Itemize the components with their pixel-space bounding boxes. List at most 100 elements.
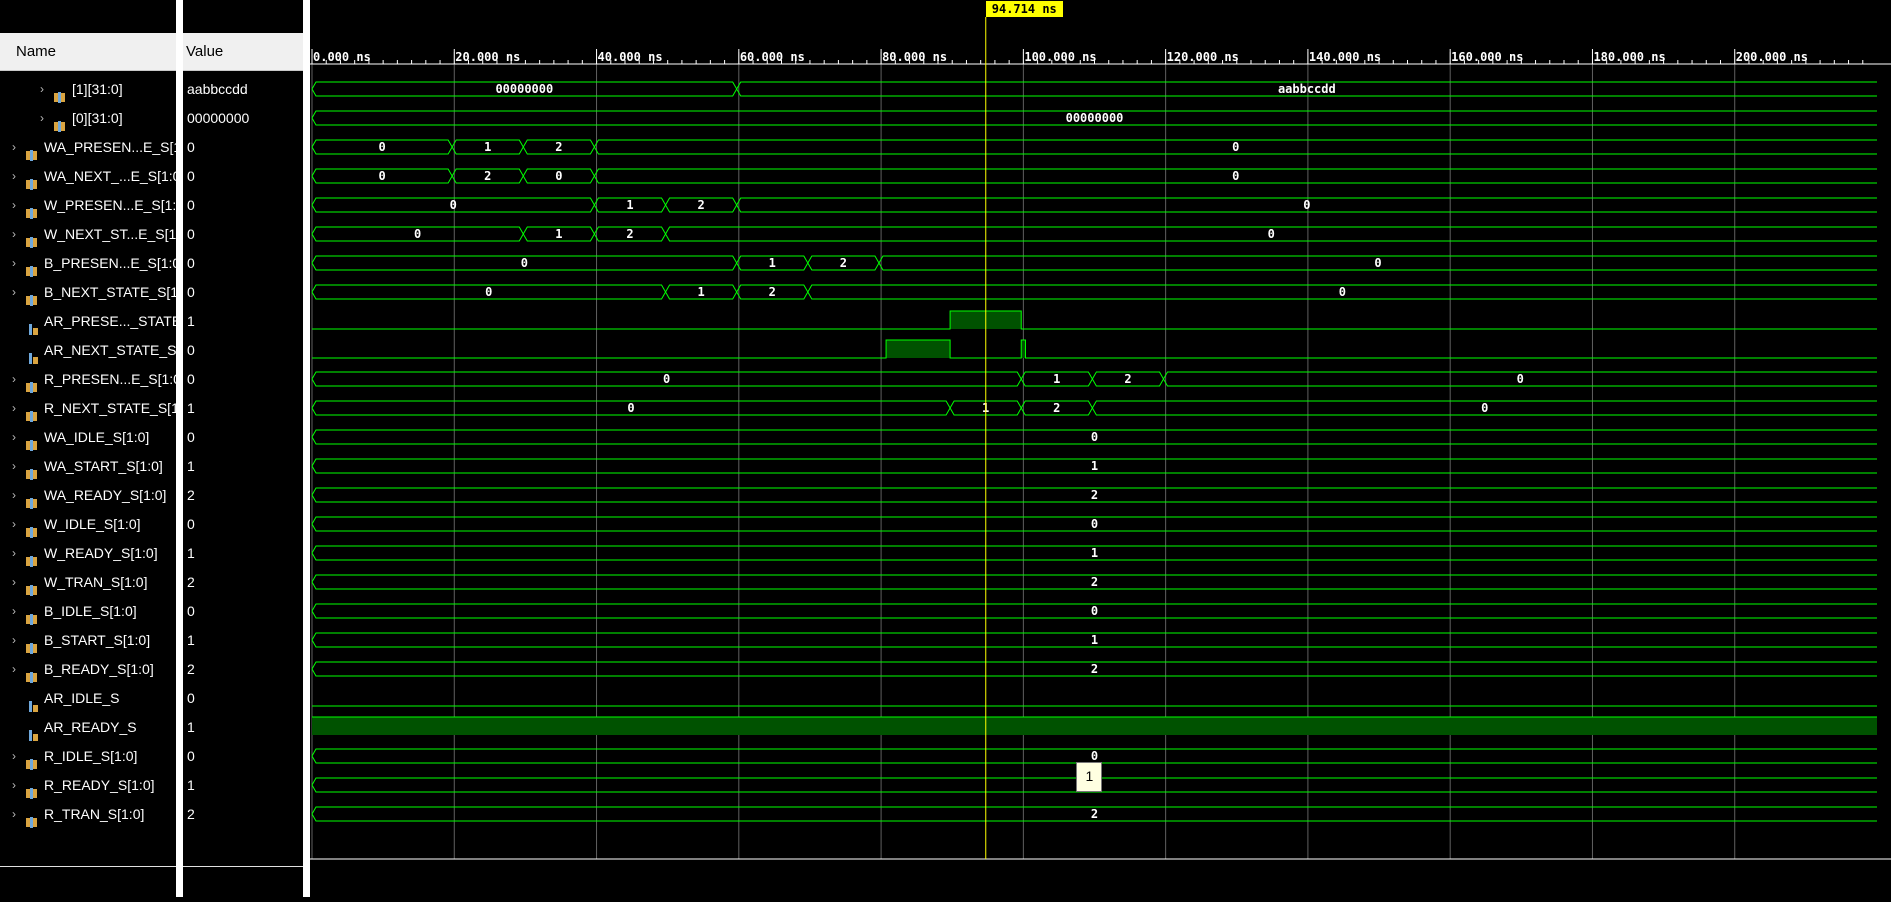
expand-chevron-icon[interactable]: › (12, 459, 16, 473)
expand-chevron-icon[interactable]: › (12, 401, 16, 415)
signal-row-6[interactable]: › B_PRESEN...E_S[1:0] (0, 249, 176, 278)
signal-row-23[interactable]: › R_IDLE_S[1:0] (0, 742, 176, 771)
expand-chevron-icon[interactable]: › (12, 546, 16, 560)
signal-value[interactable]: 0 (187, 226, 195, 242)
expand-chevron-icon[interactable]: › (12, 778, 16, 792)
waveform-area[interactable]: 0.000 ns 20.000 ns 40.000 ns 60.000 ns 80.00… (310, 0, 1891, 897)
tick-label: 60.000 ns (740, 50, 805, 64)
wave-splitter[interactable] (303, 0, 310, 897)
bus-segment (311, 139, 453, 155)
signal-row-0[interactable]: › [1][31:0] (0, 75, 176, 104)
bit-signal-icon (28, 345, 39, 364)
signal-row-5[interactable]: › W_NEXT_ST...E_S[1:0 (0, 220, 176, 249)
expand-chevron-icon[interactable]: › (12, 488, 16, 502)
signal-value[interactable]: 0 (187, 342, 195, 358)
bus-signal-icon (26, 780, 37, 799)
expand-chevron-icon[interactable]: › (12, 749, 16, 763)
signal-value[interactable]: 0 (187, 371, 195, 387)
signal-value[interactable]: 1 (187, 313, 195, 329)
expand-chevron-icon[interactable]: › (12, 633, 16, 647)
bus-value-label: 0 (1517, 372, 1524, 386)
bus-segment (807, 255, 880, 271)
expand-chevron-icon[interactable]: › (12, 169, 16, 183)
signal-row-21[interactable]: AR_IDLE_S (0, 684, 176, 713)
expand-chevron-icon[interactable]: › (12, 372, 16, 386)
signal-row-18[interactable]: › B_IDLE_S[1:0] (0, 597, 176, 626)
signal-row-3[interactable]: › WA_NEXT_...E_S[1:0] (0, 162, 176, 191)
expand-chevron-icon[interactable]: › (12, 227, 16, 241)
expand-chevron-icon[interactable]: › (12, 604, 16, 618)
bus-segment (311, 777, 1877, 793)
signal-value[interactable]: 00000000 (187, 110, 250, 126)
bus-segment (593, 226, 666, 242)
signal-row-2[interactable]: › WA_PRESEN...E_S[1: (0, 133, 176, 162)
signal-value[interactable]: 1 (187, 632, 195, 648)
signal-row-7[interactable]: › B_NEXT_STATE_S[1: (0, 278, 176, 307)
signal-value[interactable]: 0 (187, 255, 195, 271)
signal-row-19[interactable]: › B_START_S[1:0] (0, 626, 176, 655)
tick-label: 40.000 ns (598, 50, 663, 64)
signal-value[interactable]: 0 (187, 748, 195, 764)
bus-segment (311, 603, 1877, 619)
signal-row-13[interactable]: › WA_START_S[1:0] (0, 452, 176, 481)
bus-value-label: 00000000 (1066, 111, 1124, 125)
column-splitter[interactable] (176, 0, 183, 897)
value-column-header[interactable]: Value (183, 33, 303, 71)
signal-value[interactable]: 0 (187, 429, 195, 445)
signal-name: AR_NEXT_STATE_S (44, 342, 176, 358)
signal-value[interactable]: 0 (187, 516, 195, 532)
signal-value[interactable]: 0 (187, 139, 195, 155)
tick-label: 80.000 ns (882, 50, 947, 64)
signal-value[interactable]: 0 (187, 168, 195, 184)
expand-chevron-icon[interactable]: › (40, 82, 44, 96)
signal-value[interactable]: 2 (187, 661, 195, 677)
signal-value[interactable]: 1 (187, 777, 195, 793)
signal-value[interactable]: 2 (187, 574, 195, 590)
expand-chevron-icon[interactable]: › (12, 575, 16, 589)
signal-row-12[interactable]: › WA_IDLE_S[1:0] (0, 423, 176, 452)
signal-value[interactable]: 0 (187, 690, 195, 706)
signal-value[interactable]: 2 (187, 487, 195, 503)
bus-value-label: 0 (378, 140, 385, 154)
signal-name: B_START_S[1:0] (44, 632, 151, 648)
signal-value[interactable]: 2 (187, 806, 195, 822)
expand-chevron-icon[interactable]: › (12, 256, 16, 270)
signal-value[interactable]: 1 (187, 545, 195, 561)
signal-value[interactable]: 0 (187, 603, 195, 619)
expand-chevron-icon[interactable]: › (12, 285, 16, 299)
signal-row-16[interactable]: › W_READY_S[1:0] (0, 539, 176, 568)
expand-chevron-icon[interactable]: › (12, 517, 16, 531)
signal-name: AR_READY_S (44, 719, 137, 735)
expand-chevron-icon[interactable]: › (12, 430, 16, 444)
expand-chevron-icon[interactable]: › (40, 111, 44, 125)
expand-chevron-icon[interactable]: › (12, 198, 16, 212)
expand-chevron-icon[interactable]: › (12, 140, 16, 154)
signal-row-25[interactable]: › R_TRAN_S[1:0] (0, 800, 176, 829)
waveform-canvas[interactable]: 0.000 ns 20.000 ns 40.000 ns 60.000 ns 80.00… (310, 0, 1891, 897)
signal-value[interactable]: 1 (187, 719, 195, 735)
signal-row-9[interactable]: AR_NEXT_STATE_S (0, 336, 176, 365)
signal-value[interactable]: 0 (187, 197, 195, 213)
expand-chevron-icon[interactable]: › (12, 662, 16, 676)
cursor-time-label[interactable]: 94.714 ns (985, 1, 1063, 17)
bus-segment (311, 748, 1877, 764)
signal-row-14[interactable]: › WA_READY_S[1:0] (0, 481, 176, 510)
signal-row-20[interactable]: › B_READY_S[1:0] (0, 655, 176, 684)
signal-row-17[interactable]: › W_TRAN_S[1:0] (0, 568, 176, 597)
signal-row-24[interactable]: › R_READY_S[1:0] (0, 771, 176, 800)
signal-row-1[interactable]: › [0][31:0] (0, 104, 176, 133)
bus-value-label: 2 (555, 140, 562, 154)
signal-row-8[interactable]: AR_PRESE..._STATE_ (0, 307, 176, 336)
signal-value[interactable]: aabbccdd (187, 81, 248, 97)
signal-row-22[interactable]: AR_READY_S (0, 713, 176, 742)
signal-row-11[interactable]: › R_NEXT_STATE_S[1: (0, 394, 176, 423)
signal-value[interactable]: 0 (187, 284, 195, 300)
signal-row-15[interactable]: › W_IDLE_S[1:0] (0, 510, 176, 539)
name-column-header[interactable]: Name (0, 33, 176, 71)
bus-value-label: 1 (1091, 633, 1098, 647)
expand-chevron-icon[interactable]: › (12, 807, 16, 821)
signal-value[interactable]: 1 (187, 458, 195, 474)
signal-row-10[interactable]: › R_PRESEN...E_S[1:0] (0, 365, 176, 394)
signal-value[interactable]: 1 (187, 400, 195, 416)
signal-row-4[interactable]: › W_PRESEN...E_S[1:0] (0, 191, 176, 220)
